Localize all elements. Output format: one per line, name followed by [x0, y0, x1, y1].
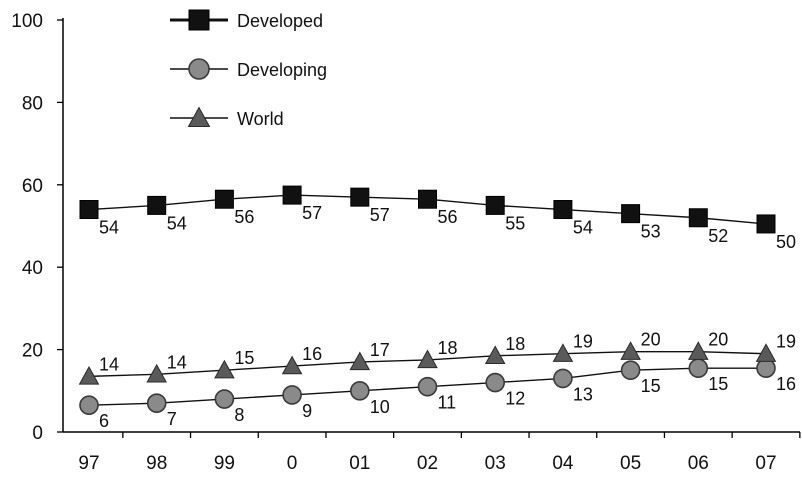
- data-label-developing: 8: [234, 405, 244, 425]
- data-point-world: [484, 345, 506, 364]
- data-label-developing: 15: [641, 376, 661, 396]
- data-label-developed: 54: [167, 213, 187, 233]
- data-point-developing: [620, 360, 641, 381]
- data-point-developing: [485, 372, 506, 393]
- data-point-developing: [146, 393, 167, 413]
- data-point-developing: [214, 389, 235, 409]
- data-label-developing: 12: [505, 389, 525, 409]
- data-label-developing: 15: [708, 374, 728, 394]
- data-point-world: [349, 351, 371, 371]
- data-label-developing: 6: [99, 411, 109, 431]
- data-label-world: 20: [708, 330, 728, 350]
- x-tick-label: 07: [755, 453, 776, 474]
- data-label-world: 18: [505, 334, 525, 354]
- data-label-developed: 53: [641, 222, 661, 242]
- x-tick-label: 02: [417, 453, 438, 474]
- data-label-developing: 16: [776, 374, 796, 394]
- x-tick-label: 06: [688, 453, 709, 474]
- legend-label-developed: Developed: [237, 11, 323, 31]
- legend-label-developing: Developing: [237, 60, 327, 80]
- data-label-developed: 55: [505, 213, 525, 233]
- data-label-developed: 57: [370, 205, 390, 225]
- data-label-world: 14: [99, 354, 119, 374]
- data-point-developed: [688, 208, 708, 228]
- data-label-developing: 7: [167, 409, 177, 429]
- data-label-world: 19: [776, 332, 796, 352]
- legend-label-world: World: [237, 109, 284, 129]
- data-point-developing: [282, 385, 302, 405]
- data-point-developing: [417, 376, 438, 397]
- data-point-developed: [214, 189, 234, 209]
- y-tick-label: 80: [22, 93, 43, 114]
- data-point-developing: [79, 395, 99, 416]
- x-tick-label: 01: [349, 453, 370, 474]
- data-point-developed: [418, 189, 437, 209]
- data-point-developed: [553, 200, 573, 220]
- data-point-world: [281, 355, 303, 375]
- data-point-developed: [756, 214, 776, 234]
- data-labels: 54 54 56 57 57 56 55 54 53 52 50 6 7 8 9 10 11 12 13 15 15 16…: [99, 203, 796, 431]
- legend-marker-developed: [188, 9, 210, 31]
- data-point-world: [417, 349, 438, 369]
- y-tick-label: 20: [22, 341, 43, 362]
- x-tick-label: 05: [620, 453, 641, 474]
- x-tick-label: 99: [214, 453, 235, 474]
- data-label-developed: 54: [99, 218, 119, 238]
- data-point-developed: [79, 200, 99, 220]
- data-label-developed: 52: [708, 226, 728, 246]
- data-point-world: [755, 343, 777, 362]
- data-label-world: 16: [302, 344, 322, 364]
- x-tick-label: 04: [552, 453, 574, 474]
- series-markers: [78, 185, 777, 416]
- data-point-developed: [282, 185, 302, 205]
- data-label-developed: 54: [573, 218, 593, 238]
- y-tick-label: 60: [22, 176, 43, 197]
- legend-marker-developing: [188, 58, 210, 80]
- data-point-developed: [485, 195, 505, 215]
- data-label-world: 15: [234, 348, 254, 368]
- data-label-developing: 13: [573, 384, 593, 404]
- data-label-developed: 56: [234, 207, 254, 227]
- data-point-developing: [553, 368, 573, 389]
- data-point-world: [146, 363, 167, 383]
- series-lines: [88, 194, 767, 406]
- x-tick-label: 0: [287, 453, 298, 474]
- data-label-world: 20: [641, 330, 661, 350]
- data-label-world: 18: [438, 338, 458, 358]
- data-point-developed: [147, 195, 167, 215]
- data-label-world: 14: [167, 352, 187, 372]
- data-point-world: [688, 341, 709, 360]
- data-label-developed: 50: [776, 232, 796, 252]
- data-label-developing: 11: [438, 393, 457, 413]
- data-point-developing: [688, 358, 709, 378]
- data-point-world: [620, 341, 641, 360]
- data-point-world: [552, 343, 574, 362]
- data-label-developing: 10: [370, 397, 390, 417]
- data-label-developing: 9: [302, 401, 312, 421]
- data-point-developing: [349, 380, 370, 401]
- data-label-world: 17: [370, 340, 390, 360]
- data-point-developed: [621, 204, 641, 224]
- y-tick-label: 40: [22, 258, 43, 279]
- x-tick-label: 03: [485, 453, 506, 474]
- legend-marker-world: [187, 106, 211, 128]
- y-tick-label: 100: [11, 11, 43, 32]
- data-label-developed: 56: [438, 207, 458, 227]
- data-point-developed: [350, 187, 370, 207]
- x-tick-label: 97: [78, 453, 99, 474]
- data-label-world: 19: [573, 332, 593, 352]
- legend: Developed Developing World: [170, 9, 327, 129]
- data-label-developed: 57: [302, 203, 322, 223]
- x-tick-label: 98: [146, 453, 167, 474]
- y-tick-label: 0: [32, 423, 43, 444]
- data-point-world: [78, 365, 100, 385]
- data-point-world: [214, 359, 235, 379]
